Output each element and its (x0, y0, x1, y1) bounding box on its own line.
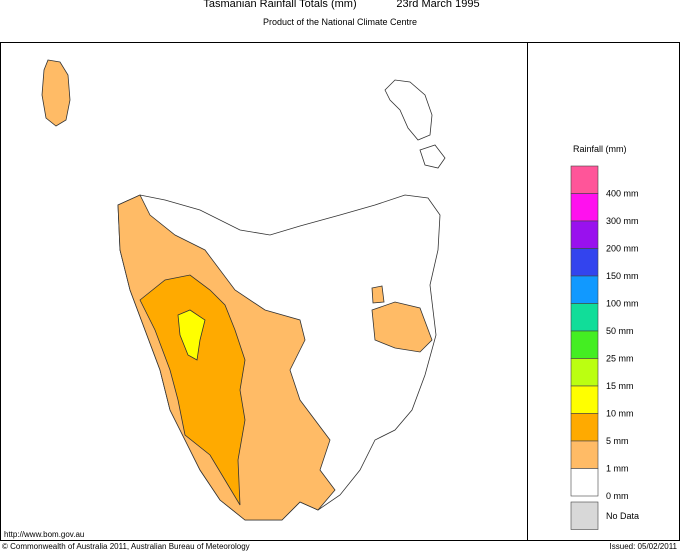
legend-label: 50 mm (606, 326, 634, 336)
legend-swatch (570, 165, 599, 194)
legend-frame (527, 42, 680, 541)
legend-label: 150 mm (606, 271, 639, 281)
legend-swatch (570, 248, 599, 277)
title: Tasmanian Rainfall Totals (mm) (203, 0, 356, 10)
legend-swatch (570, 440, 599, 469)
legend-title: Rainfall (mm) (573, 144, 627, 154)
cape-barren-island (419, 144, 446, 169)
king-island (41, 59, 71, 127)
rain-1mm-east (371, 301, 433, 353)
legend-swatch (570, 358, 599, 387)
rain-5mm (139, 274, 246, 506)
legend-label: 15 mm (606, 381, 634, 391)
legend-label: 400 mm (606, 189, 639, 199)
flinders-island (384, 79, 433, 141)
legend-label: 100 mm (606, 299, 639, 309)
legend-swatch (570, 275, 599, 304)
legend-label-no-data: No Data (606, 511, 639, 521)
legend-label: 10 mm (606, 409, 634, 419)
legend-swatch (570, 385, 599, 414)
footer-issued: Issued: 05/02/2011 (610, 542, 678, 551)
legend-label: 25 mm (606, 354, 634, 364)
subtitle: Product of the National Climate Centre (263, 17, 417, 27)
rain-1mm-patch (371, 285, 385, 304)
legend-label: 0 mm (606, 491, 629, 501)
footer-url: http://www.bom.gov.au (4, 530, 84, 539)
map (41, 59, 446, 521)
legend-label: 5 mm (606, 436, 629, 446)
legend-label: 200 mm (606, 244, 639, 254)
legend-swatch (570, 330, 599, 359)
legend-swatch (570, 468, 599, 497)
legend-swatch-no-data (570, 501, 599, 530)
legend-label: 1 mm (606, 464, 629, 474)
rain-10mm (177, 309, 206, 361)
footer-copyright: © Commonwealth of Australia 2011, Austra… (2, 542, 250, 551)
legend-swatch (570, 193, 599, 222)
legend: 400 mm 300 mm 200 mm 150 mm 100 mm 50 mm 25 mm… (570, 165, 639, 530)
legend-swatch (570, 413, 599, 442)
legend-swatch (570, 303, 599, 332)
legend-label: 300 mm (606, 216, 639, 226)
date: 23rd March 1995 (396, 0, 479, 10)
legend-swatch (570, 220, 599, 249)
